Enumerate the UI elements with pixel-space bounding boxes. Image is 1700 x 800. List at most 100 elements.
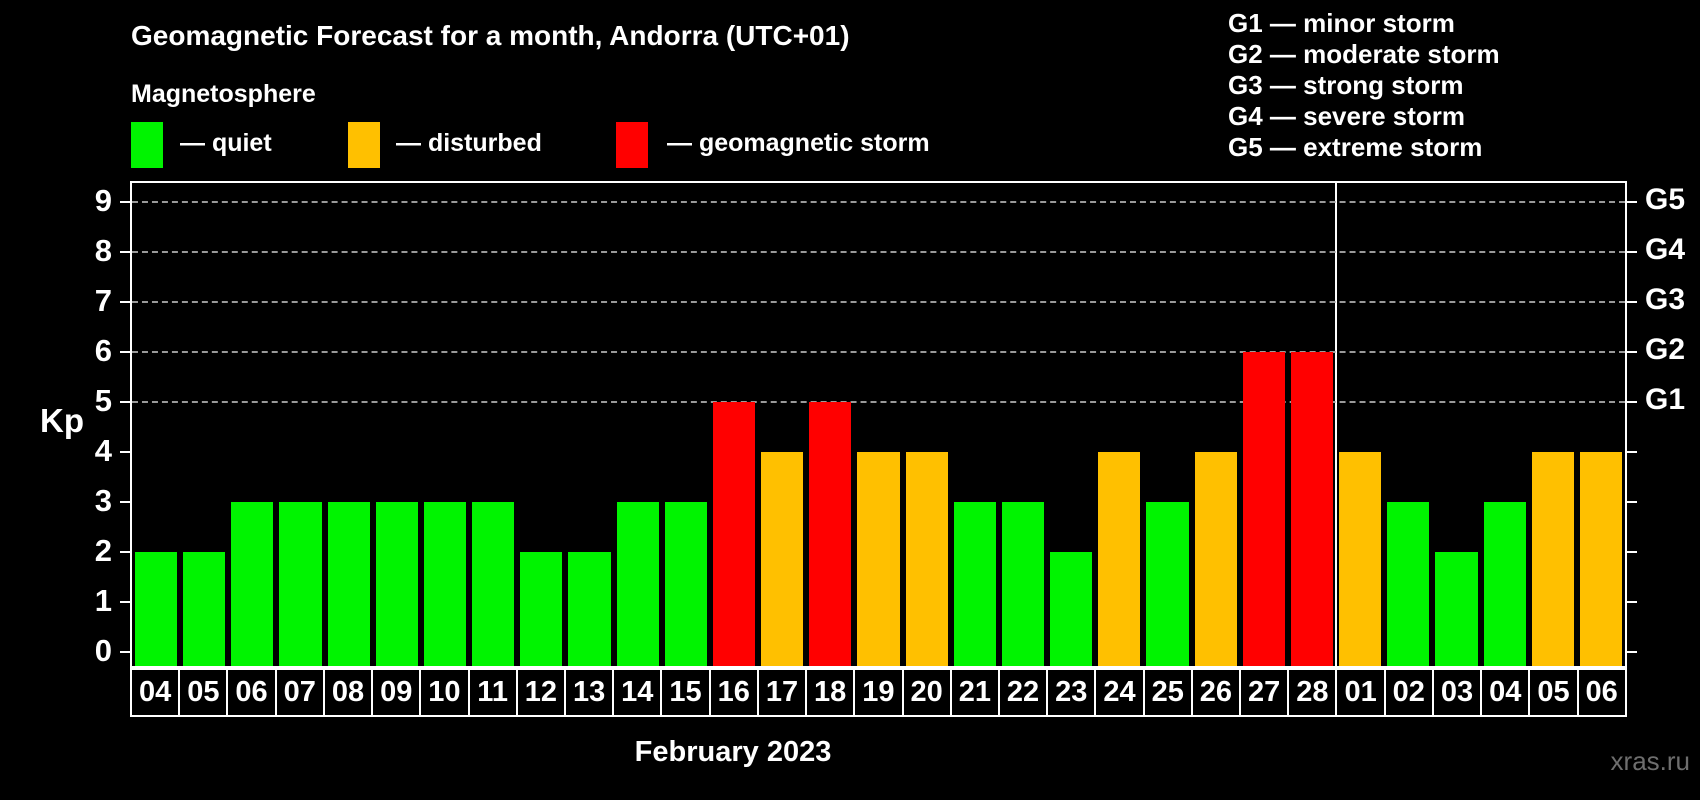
- y-axis-tick: [120, 451, 130, 453]
- kp-bar: [183, 552, 226, 666]
- kp-bar: [1146, 502, 1189, 666]
- day-label: 09: [373, 670, 420, 715]
- day-label: 08: [324, 670, 372, 715]
- day-label: 21: [951, 670, 998, 715]
- y-axis-tick: [120, 401, 130, 403]
- y-axis-tick-right: [1627, 501, 1637, 503]
- kp-bar: [857, 452, 900, 666]
- day-label: 02: [1385, 670, 1432, 715]
- kp-bar: [664, 502, 707, 666]
- y-axis-tick-right: [1627, 651, 1637, 653]
- kp-bar: [1242, 352, 1285, 666]
- day-label: 05: [1530, 670, 1577, 715]
- y-axis-tick-right: [1627, 351, 1637, 353]
- month-separator-line: [1335, 183, 1338, 666]
- day-label: 20: [903, 670, 950, 715]
- y-tick-label: 0: [94, 633, 112, 668]
- day-label: 23: [1048, 670, 1095, 715]
- y-tick-label: 9: [94, 183, 112, 218]
- gridline: [132, 251, 1625, 253]
- y-axis-tick-right: [1627, 301, 1637, 303]
- y-axis-tick: [120, 201, 130, 203]
- y-tick-label: 2: [94, 533, 112, 568]
- day-label: 25: [1144, 670, 1191, 715]
- y-tick-label: 8: [94, 233, 112, 268]
- kp-bar: [472, 502, 515, 666]
- y-axis-tick: [120, 301, 130, 303]
- kp-bar: [327, 502, 370, 666]
- kp-bar: [1435, 552, 1478, 666]
- day-label: 24: [1096, 670, 1143, 715]
- kp-bar: [375, 502, 418, 666]
- y-tick-label: 4: [94, 433, 112, 468]
- storm-swatch-icon: [616, 122, 648, 168]
- g3-legend-line: G3 — strong storm: [1228, 70, 1464, 100]
- g-tick-label: G1: [1645, 383, 1686, 416]
- y-axis-tick-right: [1627, 251, 1637, 253]
- g-tick-label: G3: [1645, 283, 1686, 316]
- day-label: 19: [855, 670, 902, 715]
- kp-bar: [1579, 452, 1622, 666]
- day-label: 04: [1482, 670, 1529, 715]
- g1-legend-line: G1 — minor storm: [1228, 8, 1455, 38]
- kp-bar: [279, 502, 322, 666]
- kp-bar: [1098, 452, 1141, 666]
- day-label: 01: [1337, 670, 1384, 715]
- y-axis-tick: [120, 651, 130, 653]
- gridline: [132, 201, 1625, 203]
- day-label: 14: [614, 670, 661, 715]
- day-label-row: 04 05 06 07 08 09 10 11 12 13 14 15 16 17 18 19 20 21 22 23…: [130, 668, 1627, 717]
- kp-bar: [1194, 452, 1237, 666]
- kp-bar: [1339, 452, 1382, 666]
- disturbed-swatch-icon: [348, 122, 380, 168]
- g-scale-legend: G1 — minor storm G2 — moderate storm G3 …: [1228, 8, 1500, 163]
- y-tick-label: 7: [94, 283, 112, 318]
- y-tick-label: 3: [94, 483, 112, 518]
- day-label: 16: [710, 670, 757, 715]
- kp-bar: [520, 552, 563, 666]
- quiet-swatch-icon: [131, 122, 163, 168]
- y-tick-label: 1: [94, 583, 112, 618]
- g-tick-label: G4: [1645, 233, 1686, 266]
- day-label: 26: [1192, 670, 1240, 715]
- kp-bar: [1483, 502, 1526, 666]
- day-label: 04: [132, 670, 179, 715]
- quiet-legend-label: — quiet: [180, 129, 272, 157]
- kp-bar: [1290, 352, 1334, 666]
- day-label: 13: [565, 670, 613, 715]
- kp-bar: [1387, 502, 1430, 666]
- watermark: xras.ru: [1610, 746, 1690, 776]
- y-axis-tick-right: [1627, 401, 1637, 403]
- y-axis-tick-right: [1627, 551, 1637, 553]
- kp-bar: [1001, 502, 1045, 666]
- day-label: 03: [1433, 670, 1481, 715]
- kp-bar: [1531, 452, 1574, 666]
- kp-bar: [616, 502, 659, 666]
- day-label: 15: [662, 670, 709, 715]
- kp-bar: [953, 502, 996, 666]
- kp-bar: [712, 402, 756, 666]
- gridline: [132, 401, 1625, 403]
- kp-bar: [135, 552, 178, 666]
- x-axis-label: February 2023: [634, 736, 832, 768]
- day-label: 22: [999, 670, 1047, 715]
- kp-bar: [423, 502, 467, 666]
- kp-bar: [568, 552, 611, 666]
- g-tick-label: G5: [1645, 183, 1686, 216]
- g5-legend-line: G5 — extreme storm: [1228, 132, 1483, 162]
- status-legend: — quiet — disturbed — geomagnetic storm: [0, 122, 1700, 168]
- disturbed-legend-label: — disturbed: [396, 129, 542, 157]
- chart-title: Geomagnetic Forecast for a month, Andorr…: [131, 20, 850, 51]
- g-tick-label: G2: [1645, 333, 1686, 366]
- day-label: 28: [1289, 670, 1336, 715]
- day-label: 07: [276, 670, 323, 715]
- day-label: 06: [1578, 670, 1625, 715]
- day-label: 10: [421, 670, 468, 715]
- plot-area: [130, 181, 1627, 668]
- gridline: [132, 351, 1625, 353]
- day-label: 17: [758, 670, 806, 715]
- kp-bar: [231, 502, 274, 666]
- day-label: 05: [180, 670, 227, 715]
- kp-bar: [1050, 552, 1093, 666]
